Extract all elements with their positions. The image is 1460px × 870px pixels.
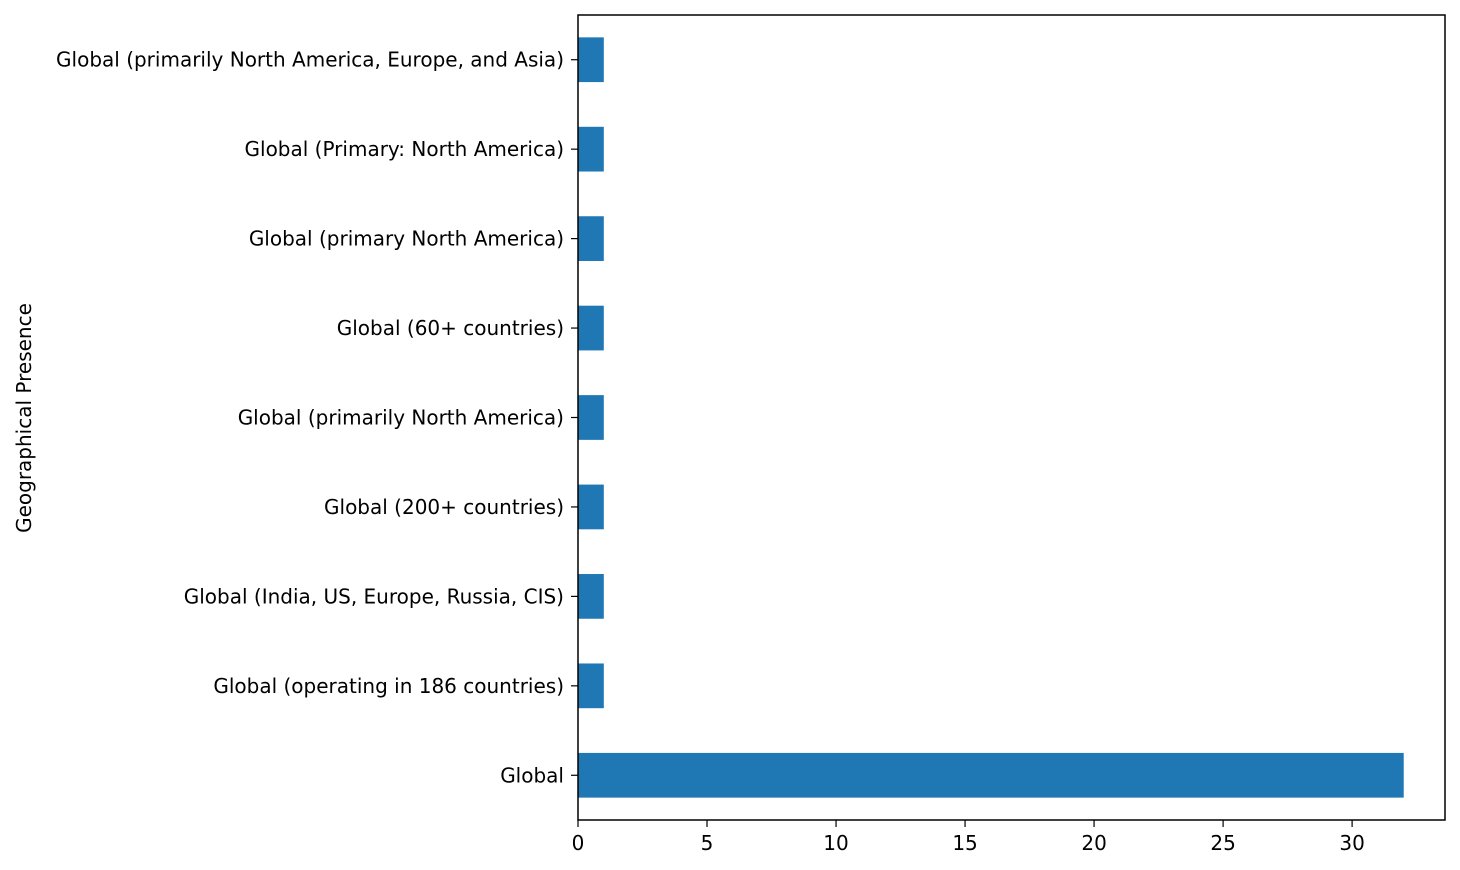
bar bbox=[578, 752, 1404, 798]
bar bbox=[578, 126, 604, 172]
bar bbox=[578, 305, 604, 351]
x-tick-label: 25 bbox=[1210, 831, 1235, 855]
x-ticks-layer: 0 5 10 15 20 25 30 bbox=[572, 820, 1365, 855]
bar bbox=[578, 574, 604, 619]
x-tick-label: 20 bbox=[1081, 831, 1106, 855]
y-tick-label: Global (India, US, Europe, Russia, CIS) bbox=[184, 584, 564, 608]
bar bbox=[578, 484, 604, 530]
y-ticks-layer: Global Global (operating in 186 countries… bbox=[56, 48, 578, 787]
y-tick-label: Global (60+ countries) bbox=[337, 316, 564, 340]
y-tick-label: Global (200+ countries) bbox=[324, 495, 564, 519]
x-tick-label: 0 bbox=[572, 831, 585, 855]
y-tick-label: Global (Primary: North America) bbox=[245, 137, 564, 161]
y-axis-label: Geographical Presence bbox=[12, 303, 36, 533]
x-tick-label: 30 bbox=[1339, 831, 1364, 855]
x-tick-label: 5 bbox=[701, 831, 714, 855]
plot-frame bbox=[577, 14, 1446, 821]
bar bbox=[578, 37, 604, 83]
y-tick-label: Global (primary North America) bbox=[249, 227, 564, 251]
bar bbox=[578, 216, 604, 261]
y-tick-label: Global bbox=[500, 763, 564, 787]
bars-layer bbox=[578, 37, 1404, 798]
y-tick-label: Global (primarily North America) bbox=[238, 406, 564, 430]
x-tick-label: 10 bbox=[823, 831, 848, 855]
x-tick-label: 15 bbox=[952, 831, 977, 855]
y-tick-label: Global (primarily North America, Europe,… bbox=[56, 48, 564, 72]
bar bbox=[578, 663, 604, 709]
bar bbox=[578, 395, 604, 440]
y-tick-label: Global (operating in 186 countries) bbox=[213, 674, 564, 698]
